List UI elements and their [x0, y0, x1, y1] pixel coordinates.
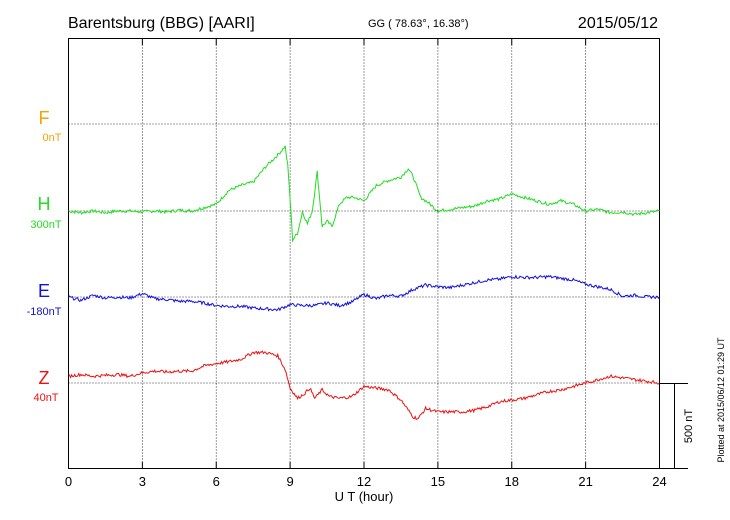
series-line-z	[68, 350, 660, 421]
series-lines	[68, 145, 660, 421]
baseline-label-e: -180nT	[27, 306, 62, 318]
station-title: Barentsburg (BBG) [AARI]	[68, 15, 255, 32]
series-line-h	[68, 145, 660, 243]
plot-frame	[68, 38, 660, 469]
x-axis-label: U T (hour)	[335, 489, 394, 504]
series-label-e: E	[38, 281, 50, 301]
series-label-h: H	[38, 194, 51, 214]
x-tick-label: 12	[357, 474, 371, 489]
x-tick-label: 21	[578, 474, 592, 489]
plotted-timestamp: Plotted at 2015/06/12 01:29 UT	[716, 337, 726, 463]
grid	[68, 38, 660, 469]
coordinates-label: GG ( 78.63°, 16.38°)	[368, 18, 469, 30]
x-tick-label: 3	[139, 474, 146, 489]
x-tick-label: 6	[213, 474, 220, 489]
x-tick-label: 24	[652, 474, 666, 489]
x-tick-label: 0	[65, 474, 72, 489]
series-line-e	[68, 274, 660, 312]
x-tick-label: 18	[505, 474, 519, 489]
series-label-f: F	[39, 108, 50, 128]
date-label: 2015/05/12	[578, 15, 658, 32]
baseline-label-z: 40nT	[33, 392, 58, 404]
x-tick-label: 9	[287, 474, 294, 489]
scale-bar	[659, 383, 688, 469]
baseline-label-f: 0nT	[43, 132, 62, 144]
x-ticks	[68, 38, 660, 469]
scale-bar-label: 500 nT	[683, 409, 695, 444]
x-tick-label: 15	[431, 474, 445, 489]
series-label-z: Z	[39, 368, 50, 388]
x-tick-labels: 0 3 6 9 12 15 18 21 24	[65, 474, 667, 489]
baseline-label-h: 300nT	[30, 219, 61, 231]
